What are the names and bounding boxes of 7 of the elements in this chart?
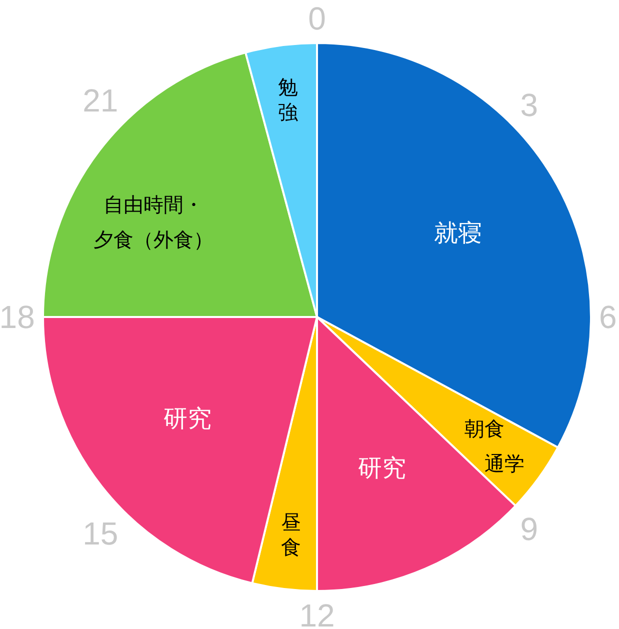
slice-label: 朝食通学 xyxy=(464,416,524,476)
slice-label: 昼食 xyxy=(280,510,301,560)
slice-label: 勉強 xyxy=(278,75,298,124)
slice-label: 自由時間・夕食（外食） xyxy=(93,192,214,252)
slice-label: 就寝 xyxy=(434,218,482,247)
slice-label: 研究 xyxy=(358,454,406,482)
slice-label: 研究 xyxy=(164,404,212,433)
